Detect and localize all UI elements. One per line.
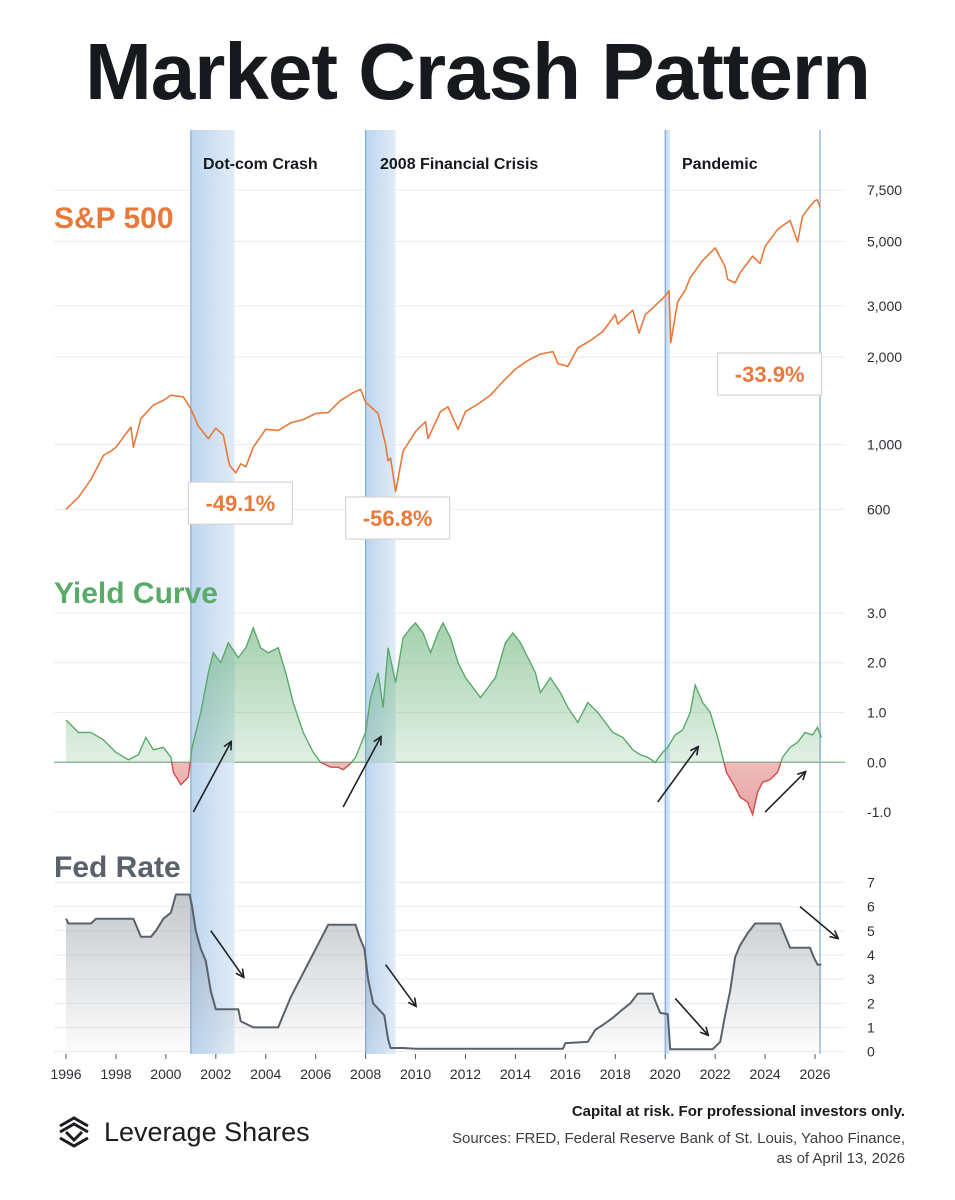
sp500-panel-title: S&P 500 xyxy=(54,202,174,235)
leverage-shares-logo-icon xyxy=(59,1116,89,1148)
y-tick-label: 1 xyxy=(867,1019,875,1035)
y-tick-label: 3.0 xyxy=(867,605,887,621)
yield-negative-area xyxy=(66,762,822,815)
x-tick-label: 2014 xyxy=(500,1066,531,1082)
y-tick-label: 1,000 xyxy=(867,437,902,453)
disclaimer: Capital at risk. For professional invest… xyxy=(571,1103,905,1120)
brand-name: Leverage Shares xyxy=(104,1116,310,1147)
y-tick-label: 0.0 xyxy=(867,754,887,770)
y-tick-label: 5 xyxy=(867,923,875,939)
drawdown-box xyxy=(717,352,823,396)
trend-arrow xyxy=(764,772,805,813)
brand: Leverage Shares xyxy=(54,1112,310,1152)
y-tick-label: 2 xyxy=(867,995,875,1011)
drawdown-label: -49.1% xyxy=(205,491,275,516)
yield-line-positive xyxy=(65,621,822,763)
crisis-label-dotcom: Dot-com Crash xyxy=(203,156,318,173)
y-tick-label: 5,000 xyxy=(867,233,902,249)
x-tick-label: 1998 xyxy=(100,1066,131,1082)
page-title: Market Crash Pattern xyxy=(85,27,871,116)
yield-panel-title: Yield Curve xyxy=(54,577,218,610)
x-tick-label: 2004 xyxy=(250,1066,281,1082)
y-tick-label: 7,500 xyxy=(867,182,902,198)
annotation-layer: 600 1,000 2,000 3,000 5,000 7,500 3.0 2.0 1.0 0.0… xyxy=(50,182,902,1082)
sources-note: Sources: FRED, Federal Reserve Bank of S… xyxy=(452,1129,905,1169)
y-tick-label: 2.0 xyxy=(867,655,887,671)
y-tick-label: 3 xyxy=(867,971,875,987)
y-tick-label: 0 xyxy=(867,1044,875,1060)
x-tick-label: 1996 xyxy=(50,1066,81,1082)
drawdown-label: -56.8% xyxy=(363,506,433,531)
crisis-band xyxy=(665,130,671,1054)
trend-arrow xyxy=(192,742,230,813)
sources-line-2: as of April 13, 2026 xyxy=(776,1150,905,1167)
trend-arrow xyxy=(210,930,243,977)
x-tick-label: 2024 xyxy=(750,1066,781,1082)
y-tick-label: 6 xyxy=(867,899,875,915)
trend-arrow xyxy=(657,747,698,803)
crisis-band xyxy=(365,130,396,1054)
x-tick-label: 2002 xyxy=(200,1066,231,1082)
y-tick-label: 3,000 xyxy=(867,298,902,314)
y-tick-label: -1.0 xyxy=(867,804,891,820)
crisis-label-2008: 2008 Financial Crisis xyxy=(380,156,538,173)
x-tick-label: 2018 xyxy=(600,1066,631,1082)
trend-arrow xyxy=(384,964,416,1006)
fed-rate-area xyxy=(66,894,822,1052)
fed-panel-title: Fed Rate xyxy=(54,851,181,884)
y-tick-label: 600 xyxy=(867,501,891,517)
x-tick-label: 2012 xyxy=(450,1066,481,1082)
x-tick-label: 2008 xyxy=(350,1066,381,1082)
x-tick-label: 2016 xyxy=(550,1066,581,1082)
trend-arrow xyxy=(799,905,837,938)
x-tick-label: 2006 xyxy=(300,1066,331,1082)
sources-line-1: Sources: FRED, Federal Reserve Bank of S… xyxy=(451,1130,905,1147)
series-layer xyxy=(65,199,822,1052)
fed-rate-line xyxy=(65,893,822,1051)
drawdown-box xyxy=(187,481,293,525)
x-tick-label: 2026 xyxy=(799,1066,830,1082)
trend-arrow xyxy=(342,737,380,808)
sp500-line xyxy=(65,199,821,510)
trend-arrow xyxy=(674,997,707,1034)
drawdown-box xyxy=(345,496,451,540)
x-tick-label: 2020 xyxy=(650,1066,681,1082)
yield-positive-area xyxy=(66,622,822,763)
x-tick-label: 2000 xyxy=(150,1066,181,1082)
y-tick-label: 7 xyxy=(867,874,875,890)
drawdown-label: -33.9% xyxy=(735,362,805,387)
crisis-band xyxy=(190,130,235,1054)
y-tick-label: 1.0 xyxy=(867,704,887,720)
y-tick-label: 4 xyxy=(867,947,875,963)
crisis-bands xyxy=(190,130,821,1054)
x-tick-label: 2022 xyxy=(700,1066,731,1082)
y-tick-label: 2,000 xyxy=(867,349,902,365)
crisis-label-pandemic: Pandemic xyxy=(682,156,758,173)
x-tick-label: 2010 xyxy=(400,1066,431,1082)
